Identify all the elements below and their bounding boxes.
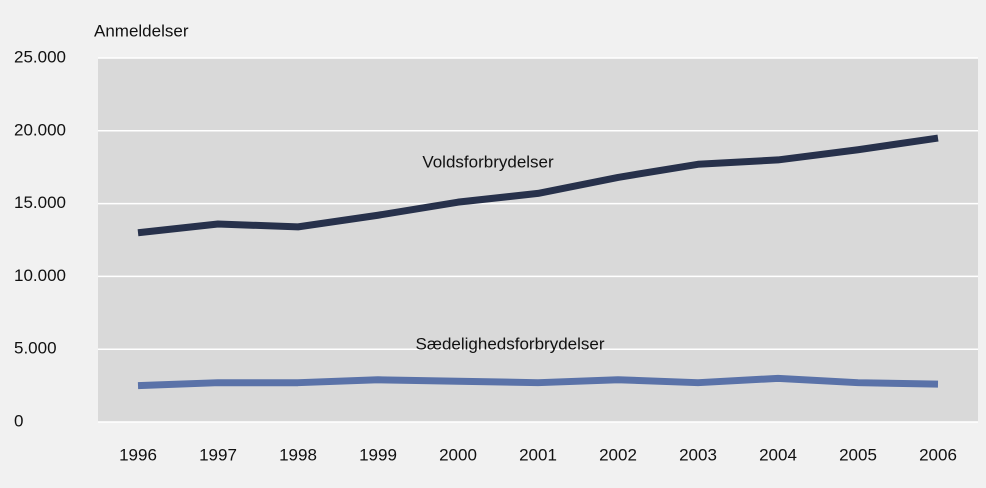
series-label: Sædelighedsforbrydelser xyxy=(416,334,605,353)
x-tick-label: 1998 xyxy=(279,445,317,464)
x-tick-label: 1996 xyxy=(119,445,157,464)
y-tick-label: 25.000 xyxy=(14,47,66,66)
series-line xyxy=(137,374,939,390)
x-tick-label: 2001 xyxy=(519,445,557,464)
series-line xyxy=(137,134,939,237)
x-tick-label: 1999 xyxy=(359,445,397,464)
y-tick-label: 0 xyxy=(14,411,23,430)
x-tick-label: 2005 xyxy=(839,445,877,464)
series-label: Voldsforbrydelser xyxy=(422,152,554,171)
x-tick-label: 2004 xyxy=(759,445,797,464)
x-tick-label: 2000 xyxy=(439,445,477,464)
y-tick-label: 20.000 xyxy=(14,120,66,139)
x-tick-label: 1997 xyxy=(199,445,237,464)
y-axis-label: Anmeldelser xyxy=(94,21,189,40)
plot-area xyxy=(98,58,978,422)
x-tick-label: 2006 xyxy=(919,445,957,464)
y-tick-label: 5.000 xyxy=(14,339,57,358)
y-tick-label: 15.000 xyxy=(14,193,66,212)
y-tick-label: 10.000 xyxy=(14,266,66,285)
x-tick-label: 2002 xyxy=(599,445,637,464)
x-tick-label: 2003 xyxy=(679,445,717,464)
